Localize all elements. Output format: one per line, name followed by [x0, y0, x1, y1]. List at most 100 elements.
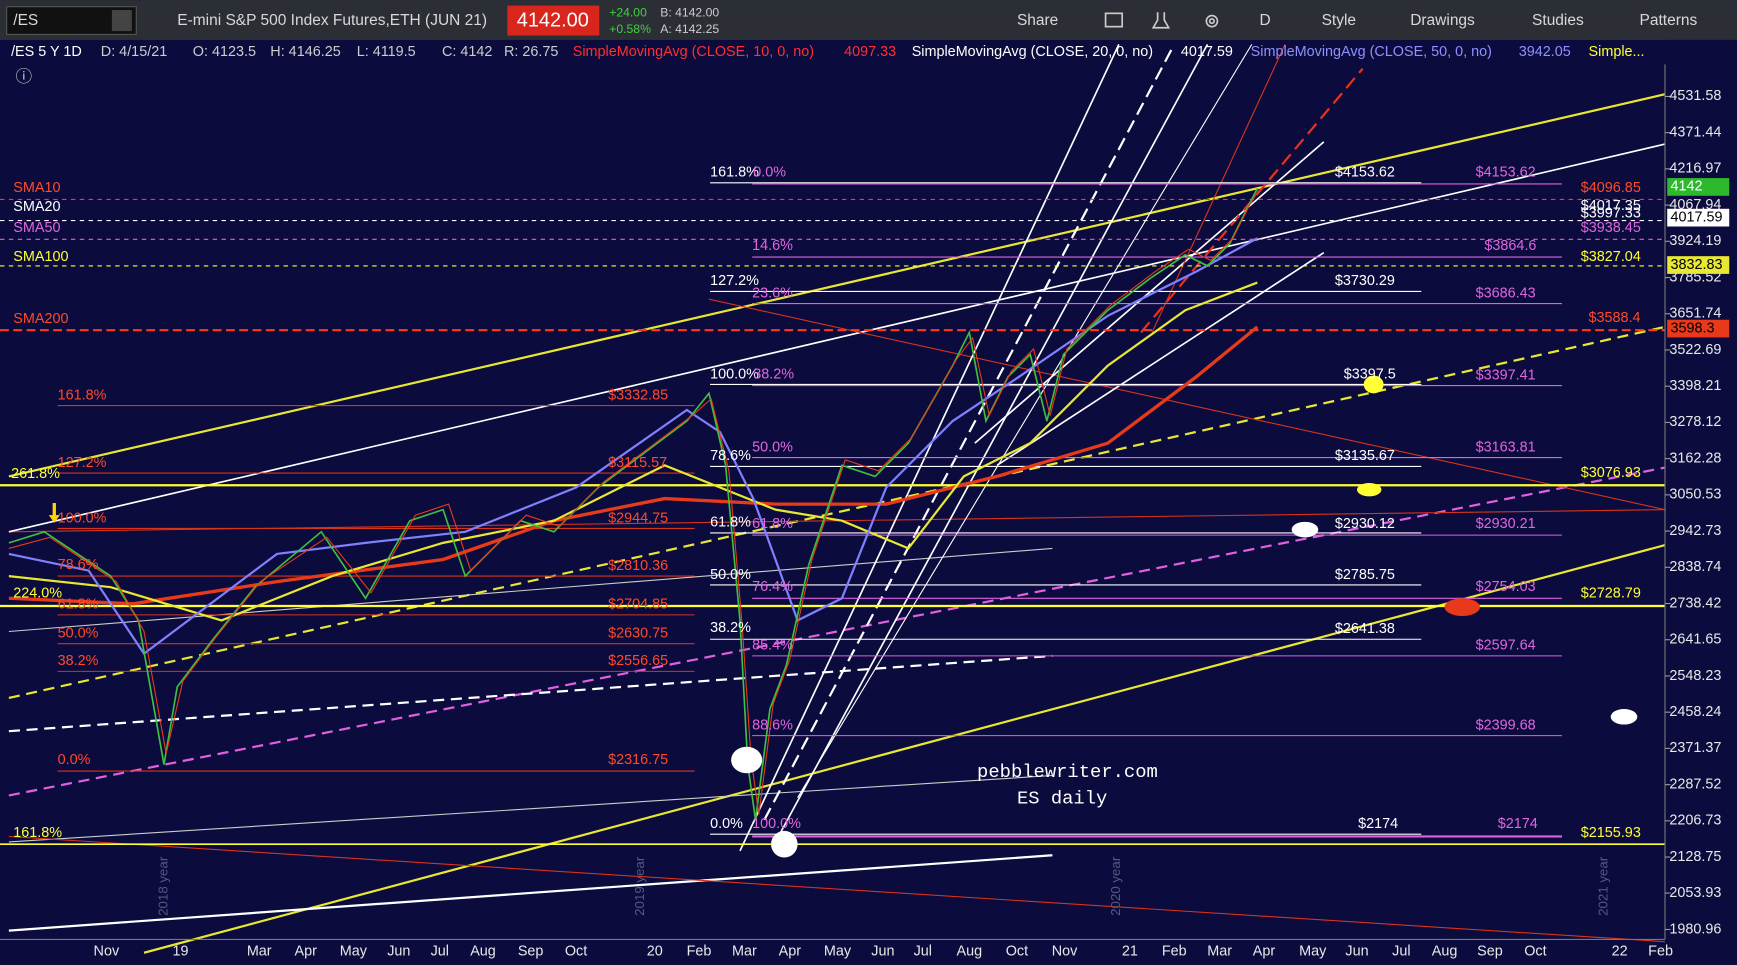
level-label: $2641.38: [1335, 621, 1395, 637]
date-label: Nov: [94, 943, 120, 959]
legend-item: Simple...: [1589, 44, 1645, 60]
date-label: Oct: [1006, 943, 1028, 959]
price-tick-label: 3651.74: [1669, 306, 1721, 322]
level-label: $2704.85: [608, 597, 668, 613]
date-label: Jul: [431, 943, 449, 959]
level-label: 127.2%: [58, 455, 107, 471]
bid: B: 4142.00: [660, 6, 719, 20]
change: +24.00: [609, 6, 647, 20]
level-label: 76.4%: [752, 579, 793, 595]
date-label: Aug: [1432, 943, 1458, 959]
toolbar-button[interactable]: Style: [1322, 12, 1356, 29]
legend-item: D: 4/15/21: [101, 44, 167, 60]
legend-item: 3942.05: [1519, 44, 1571, 60]
level-label: 14.6%: [752, 238, 793, 254]
date-label: May: [1299, 943, 1327, 959]
level-label: 161.8%: [58, 387, 107, 403]
legend-item: SimpleMovingAvg (CLOSE, 10, 0, no): [573, 44, 814, 60]
date-label: Jun: [871, 943, 894, 959]
date-label: Mar: [732, 943, 757, 959]
date-label: Aug: [957, 943, 983, 959]
date-label: Jul: [914, 943, 932, 959]
toolbar-button[interactable]: Patterns: [1640, 12, 1698, 29]
price-tick-label: 2641.65: [1669, 632, 1721, 648]
legend-item: SimpleMovingAvg (CLOSE, 50, 0, no): [1251, 44, 1492, 60]
level-label: 38.2%: [58, 653, 99, 669]
date-label: Mar: [1207, 943, 1232, 959]
date-label: Nov: [1052, 943, 1078, 959]
change-pct: +0.58%: [609, 22, 651, 36]
info-icon[interactable]: ⓘ: [16, 67, 33, 86]
price-tick-label: 2942.73: [1669, 523, 1721, 539]
date-label: Sep: [1477, 943, 1503, 959]
date-label: Jul: [1392, 943, 1410, 959]
level-label: $3397.5: [1344, 366, 1396, 382]
level-label: 100.0%: [58, 510, 107, 526]
symbol-dropdown[interactable]: [111, 10, 132, 32]
year-label: 2019 year: [632, 856, 647, 916]
price-tick-label: 2128.75: [1669, 849, 1721, 865]
level-label: 50.0%: [752, 439, 793, 455]
toolbar-button[interactable]: Share: [1017, 12, 1058, 29]
legend-item: C: 4142: [442, 44, 492, 60]
legend-item: 4097.33: [844, 44, 896, 60]
level-label: $2597.64: [1476, 638, 1536, 654]
symbol: /ES: [13, 12, 38, 29]
date-label: Feb: [687, 943, 712, 959]
level-label: $2785.75: [1335, 567, 1395, 583]
date-label: 20: [647, 943, 663, 959]
price-tick-label: 2738.42: [1669, 595, 1721, 611]
legend-item: L: 4119.5: [357, 44, 416, 60]
date-label: 22: [1612, 943, 1628, 959]
price-badge-label: 4017.59: [1671, 209, 1723, 225]
date-label: Oct: [1524, 943, 1546, 959]
price-badge: [1667, 256, 1730, 274]
price-tick-label: 3278.12: [1669, 414, 1721, 430]
watermark: pebblewriter.com: [977, 761, 1158, 783]
price-tick-label: 2548.23: [1669, 668, 1721, 684]
level-label: $3332.85: [608, 387, 668, 403]
toolbar-icons: [1104, 12, 1219, 29]
price-tick-label: 3398.21: [1669, 378, 1721, 394]
drawings: [0, 43, 1666, 954]
level-label: 50.0%: [58, 626, 99, 642]
level-label: 161.8%: [13, 825, 62, 841]
toolbar-button[interactable]: Studies: [1532, 12, 1584, 29]
level-label: 61.8%: [58, 597, 99, 613]
level-label: $4153.62: [1476, 165, 1536, 181]
level-label: $3076.93: [1581, 465, 1641, 481]
level-label: 85.4%: [752, 638, 793, 654]
date-label: Aug: [470, 943, 496, 959]
price-tick-label: 2458.24: [1669, 704, 1721, 720]
level-label: $3997.33: [1581, 206, 1641, 222]
legend-item: SimpleMovingAvg (CLOSE, 20, 0, no): [912, 44, 1153, 60]
level-label: 78.6%: [58, 557, 99, 573]
date-label: Mar: [247, 943, 272, 959]
level-label: $2316.75: [608, 752, 668, 768]
sma-label: SMA10: [13, 180, 60, 196]
date-label: Jun: [1345, 943, 1368, 959]
level-label: $4153.62: [1335, 165, 1395, 181]
date-label: 19: [173, 943, 189, 959]
price-tick-label: 2206.73: [1669, 813, 1721, 829]
year-label: 2020 year: [1108, 856, 1123, 916]
sma-label: SMA50: [13, 220, 60, 236]
toolbar-button[interactable]: Drawings: [1410, 12, 1475, 29]
level-label: 38.2%: [753, 366, 794, 382]
date-label: Feb: [1648, 943, 1673, 959]
toolbar: [0, 0, 1737, 40]
level-label: $3588.4: [1589, 310, 1641, 326]
level-label: $2728.79: [1581, 586, 1641, 602]
price-tick-label: 3162.28: [1669, 450, 1721, 466]
level-label: 261.8%: [11, 466, 60, 482]
level-label: 100.0%: [752, 816, 801, 832]
legend-item: O: 4123.5: [193, 44, 256, 60]
level-label: $3686.43: [1476, 285, 1536, 301]
ask: A: 4142.25: [660, 22, 719, 36]
sma-label: SMA100: [13, 249, 68, 265]
level-label: $2556.65: [608, 653, 668, 669]
timeframe-button[interactable]: D: [1259, 12, 1270, 29]
price-tick-label: 2053.93: [1669, 885, 1721, 901]
